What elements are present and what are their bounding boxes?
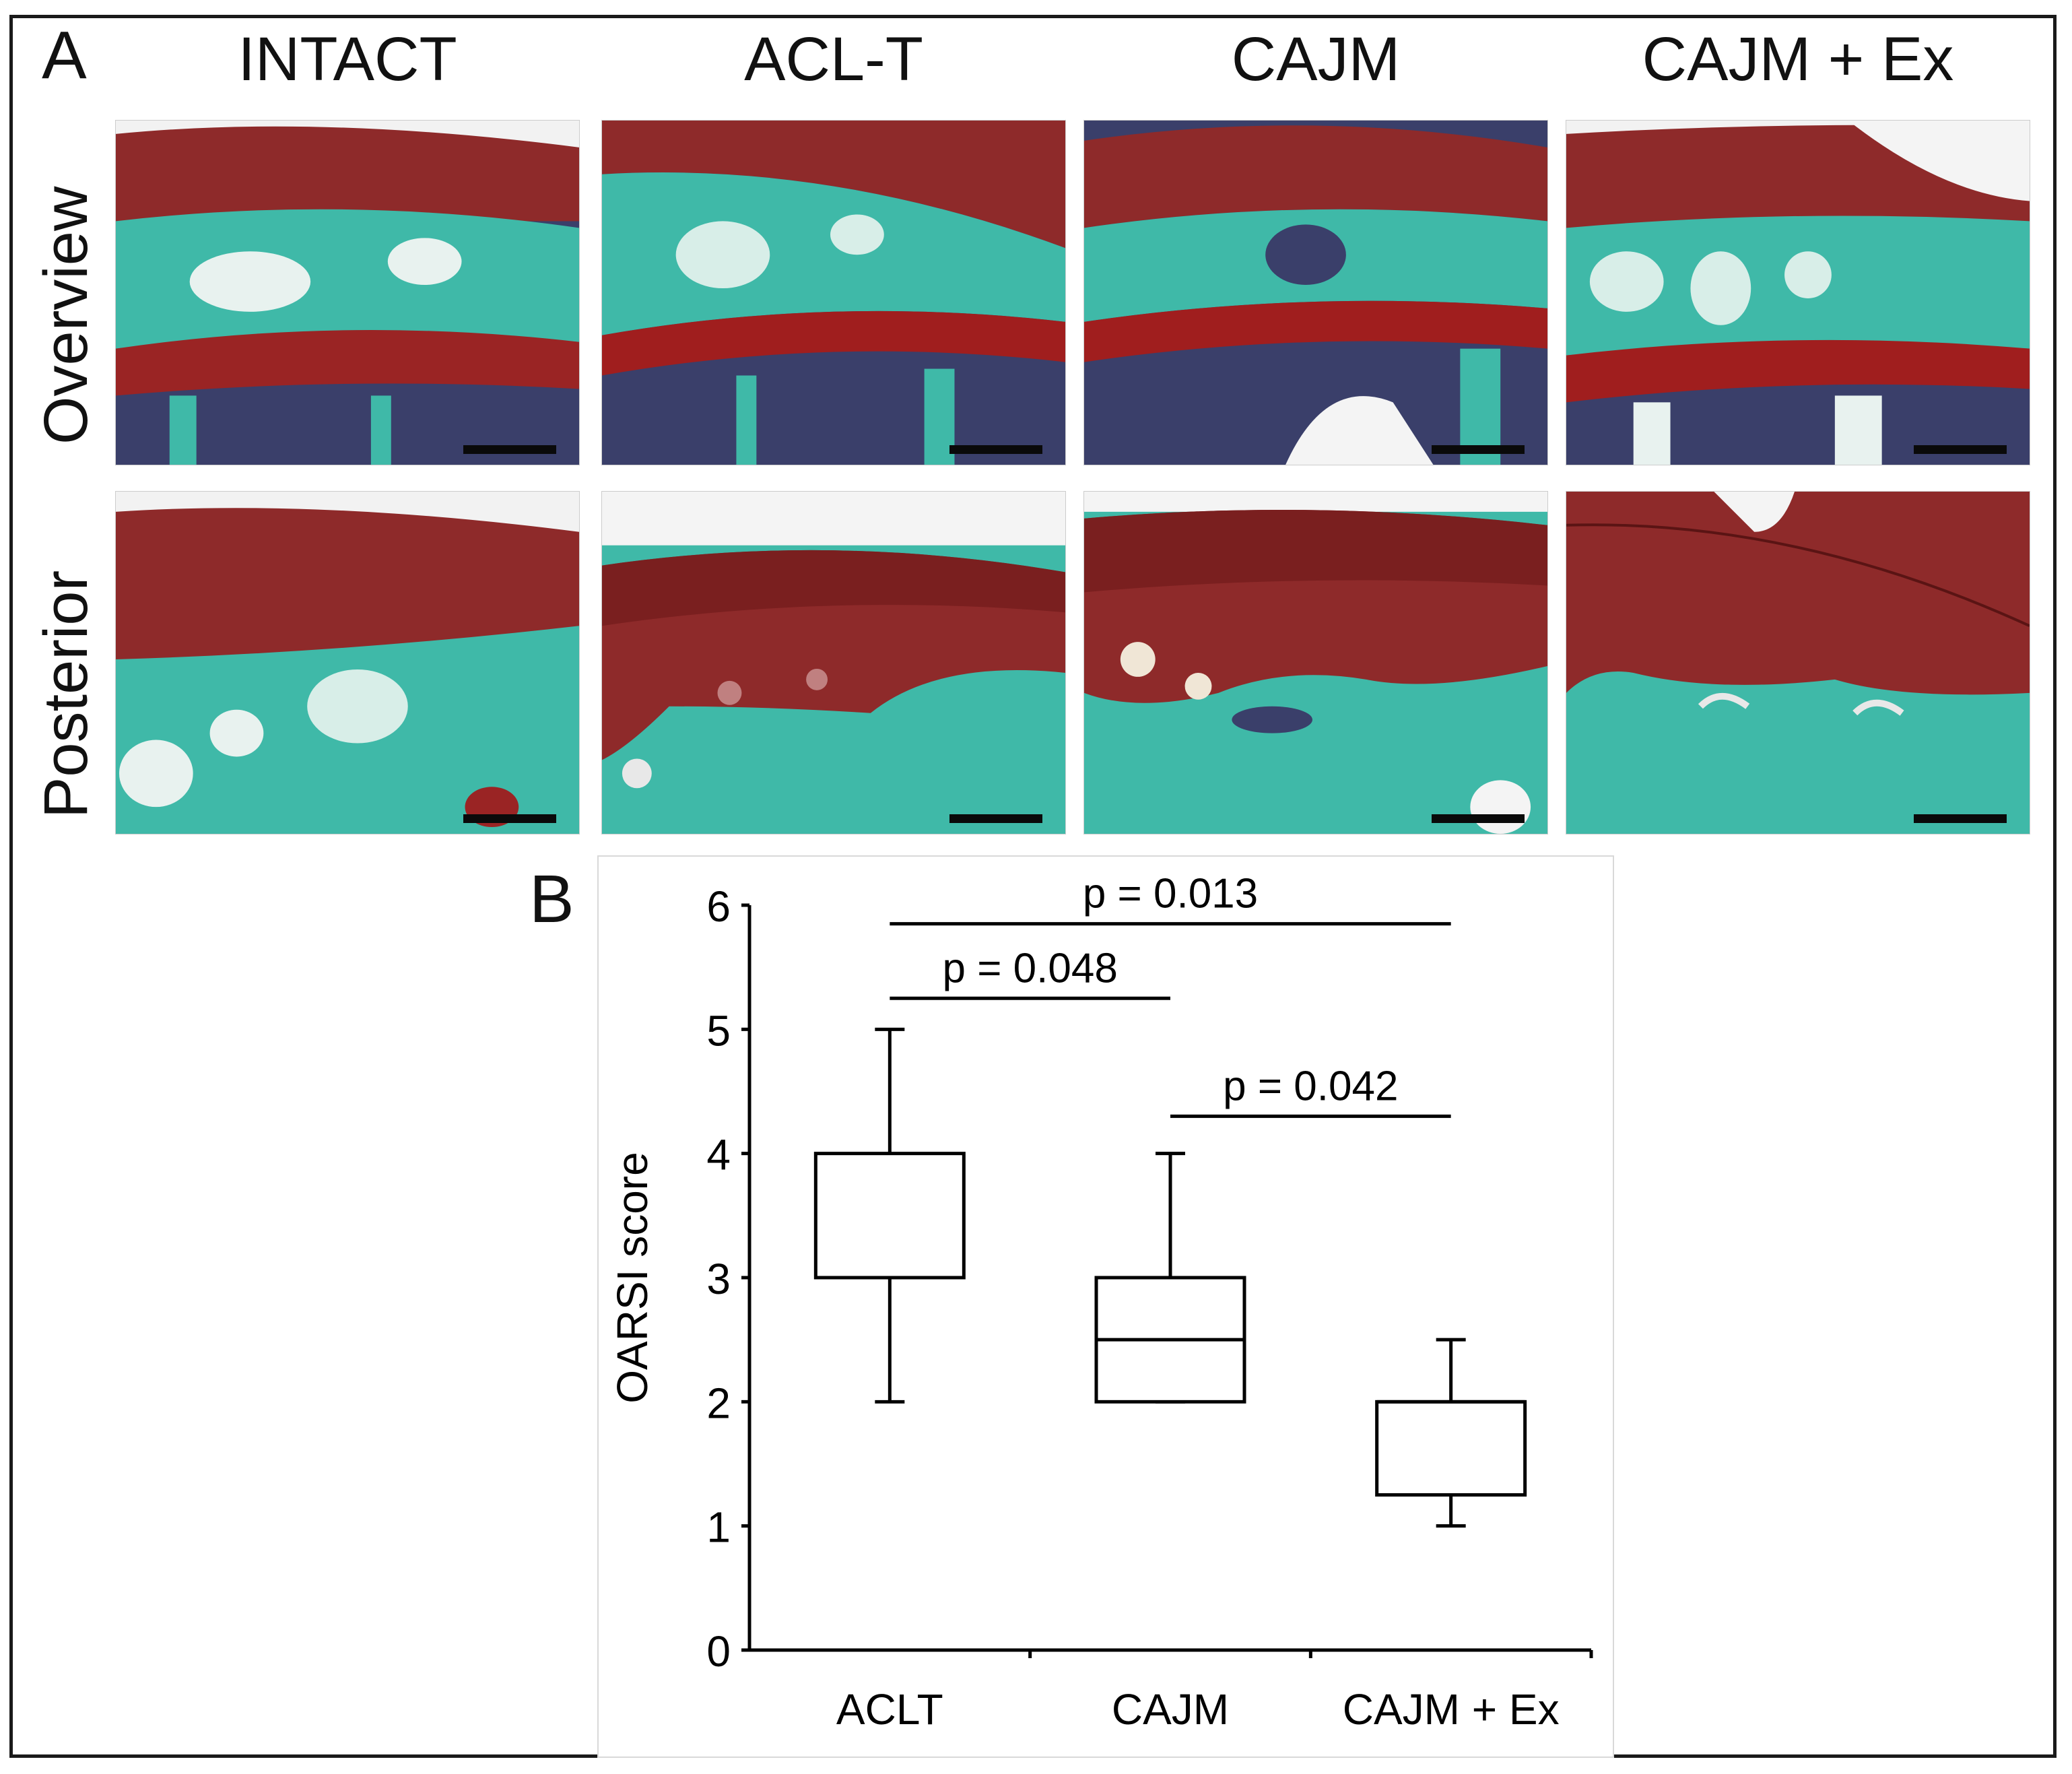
scale-bar (949, 445, 1042, 454)
column-header-intact: INTACT (238, 25, 457, 94)
micrograph-posterior-cajm (1083, 491, 1548, 834)
panel-b-label: B (529, 861, 574, 937)
box-iqr (1375, 1400, 1527, 1497)
y-tick-label: 4 (706, 1131, 731, 1179)
micrograph-posterior-intact (115, 491, 580, 834)
p-value-label: p = 0.048 (943, 945, 1118, 991)
oarsi-boxplot: 0 1 2 3 4 5 6 ACLT CAJM CAJM + Ex OARSI score p = 0… (608, 871, 1593, 1734)
y-axis-title: OARSI score (608, 1152, 657, 1403)
scale-bar (1432, 445, 1525, 454)
row-label-posterior: Posterior (32, 570, 100, 818)
y-tick-label: 2 (706, 1379, 731, 1427)
y-tick-label: 5 (706, 1006, 731, 1055)
column-header-cajm-ex: CAJM + Ex (1642, 25, 1954, 94)
scale-bar (949, 814, 1042, 823)
y-tick-label: 6 (706, 882, 731, 931)
p-value-label: p = 0.013 (1083, 871, 1258, 917)
scale-bar (463, 445, 556, 454)
micrograph-posterior-cajm-ex (1566, 491, 2030, 834)
row-label-overview: Overview (32, 186, 100, 445)
y-tick-label: 1 (706, 1503, 731, 1552)
micrograph-overview-cajm-ex (1566, 120, 2030, 465)
micrograph-overview-acl-t (601, 120, 1066, 465)
column-header-acl-t: ACL-T (744, 25, 923, 94)
panel-a-label: A (42, 18, 87, 93)
boxplot-panel: 0 1 2 3 4 5 6 ACLT CAJM CAJM + Ex OARSI score p = 0… (597, 855, 1614, 1758)
x-category-label: CAJM + Ex (1343, 1685, 1560, 1734)
p-value-label: p = 0.042 (1223, 1063, 1398, 1109)
y-tick-label: 3 (706, 1255, 731, 1303)
scale-bar (1432, 814, 1525, 823)
box-iqr (813, 1152, 966, 1280)
x-category-label: CAJM (1112, 1685, 1229, 1734)
scale-bar (1914, 445, 2007, 454)
micrograph-overview-intact (115, 120, 580, 465)
scale-bar (1914, 814, 2007, 823)
column-header-cajm: CAJM (1231, 25, 1401, 94)
x-category-label: ACLT (836, 1685, 943, 1734)
micrograph-overview-cajm (1083, 120, 1548, 465)
micrograph-posterior-acl-t (601, 491, 1066, 834)
y-tick-label: 0 (706, 1627, 731, 1676)
scale-bar (463, 814, 556, 823)
